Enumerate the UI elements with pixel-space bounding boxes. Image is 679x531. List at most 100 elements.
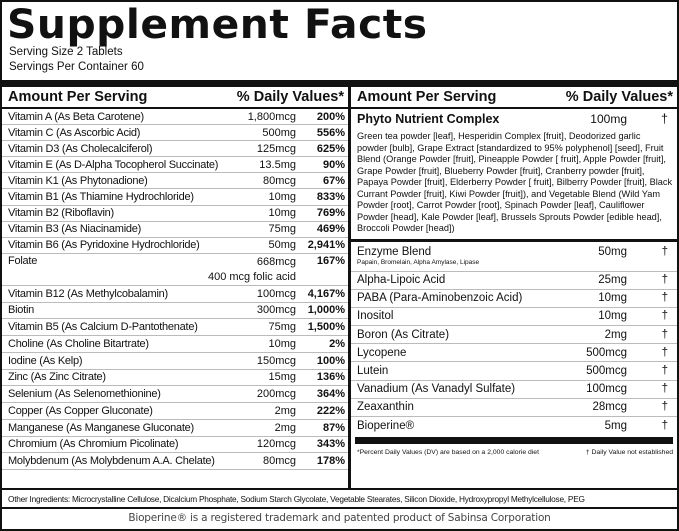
nutrient-row: Vitamin C (As Ascorbic Acid) 500mg 556% (2, 125, 348, 142)
nutrient-row: Folate 668mcg 400 mcg folic acid 167% (2, 254, 348, 286)
nutrient-amount: 2mg (604, 328, 627, 341)
nutrient-row: Molybdenum (As Molybdenum A.A. Chelate) 8… (2, 453, 348, 471)
dagger-mark: † (661, 245, 668, 258)
daily-value-percent: 2% (329, 337, 345, 350)
daily-value-percent: 556% (316, 126, 345, 139)
nutrient-amount: 10mg (268, 337, 296, 350)
column-divider (348, 87, 351, 488)
nutrient-row: Iodine (As Kelp) 150mcg 100% (2, 353, 348, 370)
nutrient-row: Inositol 10mg † (351, 308, 677, 327)
nutrient-row: Lutein 500mcg † (351, 362, 677, 381)
nutrient-name: Bioperine® (357, 420, 415, 433)
nutrient-name: Lycopene (357, 346, 407, 359)
nutrient-amount: 80mcg (262, 174, 296, 187)
nutrient-row: Biotin 300mcg 1,000% (2, 303, 348, 320)
daily-value-percent: 67% (322, 174, 345, 187)
nutrient-amount: 120mcg (256, 438, 296, 451)
nutrient-row: Chromium (As Chromium Picolinate) 120mcg 3… (2, 437, 348, 454)
vitamins-panel: Amount Per Serving % Daily Values* Vitam… (2, 87, 348, 488)
nutrient-name: Vanadium (As Vanadyl Sulfate) (357, 383, 516, 396)
nutrient-row: Boron (As Citrate) 2mg † (351, 326, 677, 345)
nutrient-row: Vitamin B2 (Riboflavin) 10mg 769% (2, 206, 348, 222)
daily-value-percent: 343% (316, 438, 345, 451)
nutrient-name: PABA (Para-Aminobenzoic Acid) (357, 292, 523, 305)
nutrient-name: Vitamin B12 (As Methylcobalamin) (8, 287, 168, 300)
footnotes: *Percent Daily Values (DV) are based on … (351, 444, 677, 456)
phyto-nutrient-row: Phyto Nutrient Complex 100mg † (351, 109, 677, 129)
nutrient-name: Inositol (357, 310, 394, 323)
nutrient-name: Molybdenum (As Molybdenum A.A. Chelate) (8, 455, 215, 468)
nutrient-name: Phyto Nutrient Complex (357, 112, 500, 126)
daily-value-percent: 364% (316, 388, 345, 401)
thick-divider (2, 80, 677, 87)
daily-value-percent: 200% (316, 110, 345, 123)
nutrient-name: Zeaxanthin (357, 401, 414, 414)
daily-value-percent: 100% (316, 354, 345, 367)
amount-per-serving-heading: Amount Per Serving (8, 89, 148, 105)
daily-value-percent: 769% (316, 207, 345, 220)
daily-value-percent: 625% (316, 142, 345, 155)
nutrient-name: Chromium (As Chromium Picolinate) (8, 438, 179, 451)
nutrient-amount: 200mcg (256, 388, 296, 401)
trademark-notice: Bioperine® is a registered trademark and… (128, 512, 551, 524)
nutrient-amount: 25mg (598, 274, 627, 287)
nutrient-row: Alpha-Lipoic Acid 25mg † (351, 272, 677, 290)
nutrient-amount: 80mcg (262, 455, 296, 468)
nutrient-name: Vitamin A (As Beta Carotene) (8, 110, 144, 123)
daily-value-percent: 222% (316, 404, 345, 417)
nutrient-name: Boron (As Citrate) (357, 328, 450, 341)
thick-divider (355, 437, 673, 445)
nutrient-row: Choline (As Choline Bitartrate) 10mg 2% (2, 336, 348, 353)
nutrient-row: Vitamin B3 (As Niacinamide) 75mg 469% (2, 222, 348, 238)
nutrient-amount: 100mg (590, 112, 627, 126)
daily-values-heading: % Daily Values* (236, 89, 344, 105)
nutrient-name: Vitamin C (As Ascorbic Acid) (8, 126, 141, 139)
daily-value-percent: 167% (316, 254, 345, 267)
nutrient-amount: 300mcg (256, 304, 296, 317)
nutrient-name: Vitamin D3 (As Cholecalciferol) (8, 142, 153, 155)
nutrient-amount: 10mg (598, 310, 627, 323)
daily-value-percent: 1,000% (307, 304, 345, 317)
nutrient-name: Biotin (8, 304, 35, 317)
nutrient-amount: 50mg (598, 245, 627, 258)
nutrient-row: Manganese (As Manganese Gluconate) 2mg 87% (2, 420, 348, 437)
nutrient-amount: 75mg (268, 321, 296, 334)
dagger-mark: † (661, 346, 668, 359)
dagger-mark: † (661, 292, 668, 305)
nutrient-row: Vitamin K1 (As Phytonadione) 80mcg 67% (2, 173, 348, 190)
daily-value-percent: 2,941% (307, 239, 345, 252)
daily-value-percent: 178% (316, 455, 345, 468)
dagger-mark: † (661, 310, 668, 323)
daily-value-percent: 4,167% (307, 287, 345, 300)
nutrient-amount: 100mcg (256, 287, 296, 300)
dagger-mark: † (661, 112, 668, 126)
nutrient-amount: 5mg (604, 420, 627, 433)
nutrient-amount: 10mg (598, 292, 627, 305)
page-title: Supplement Facts (7, 2, 428, 48)
nutrient-row: Vitamin E (As D-Alpha Tocopherol Succina… (2, 157, 348, 174)
nutrient-row: Vitamin B12 (As Methylcobalamin) 100mcg 4,… (2, 286, 348, 303)
nutrient-row: Vitamin D3 (As Cholecalciferol) 125mcg 625… (2, 141, 348, 158)
daily-value-percent: 87% (322, 421, 345, 434)
nutrient-name: Iodine (As Kelp) (8, 354, 83, 367)
nutrient-name: Vitamin B5 (As Calcium D-Pantothenate) (8, 321, 198, 334)
complex-panel: Amount Per Serving % Daily Values* Phyto… (351, 87, 677, 488)
enzyme-ingredients: Papain, Bromelain, Alpha Amylase, Lipase (357, 258, 480, 266)
nutrient-name: Vitamin B3 (As Niacinamide) (8, 223, 142, 236)
dagger-mark: † (661, 383, 668, 396)
nutrient-row: Vitamin B1 (As Thiamine Hydrochloride) 10… (2, 189, 348, 206)
nutrient-amount: 125mcg (256, 142, 296, 155)
enzyme-blend-row: Enzyme Blend Papain, Bromelain, Alpha Amy… (351, 242, 677, 272)
servings-per-container: Servings Per Container 60 (9, 61, 144, 73)
daily-value-percent: 90% (322, 158, 345, 171)
right-header: Amount Per Serving % Daily Values* (351, 87, 677, 109)
phyto-ingredients: Green tea powder [leaf], Hesperidin Comp… (351, 129, 677, 242)
nutrient-amount: 500mcg (586, 346, 627, 359)
nutrient-row: Zinc (As Zinc Citrate) 15mg 136% (2, 370, 348, 387)
nutrient-amount: 13.5mg (259, 158, 296, 171)
dagger-mark: † (661, 365, 668, 378)
nutrient-name: Choline (As Choline Bitartrate) (8, 337, 149, 350)
nutrient-row: PABA (Para-Aminobenzoic Acid) 10mg † (351, 290, 677, 308)
daily-value-percent: 833% (316, 191, 345, 204)
